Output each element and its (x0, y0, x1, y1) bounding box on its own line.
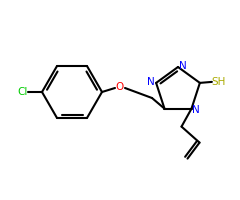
Text: N: N (192, 105, 199, 115)
Text: Cl: Cl (18, 87, 28, 97)
Text: N: N (179, 61, 187, 71)
Text: SH: SH (212, 77, 226, 87)
Text: N: N (147, 77, 155, 87)
Text: O: O (116, 82, 124, 92)
